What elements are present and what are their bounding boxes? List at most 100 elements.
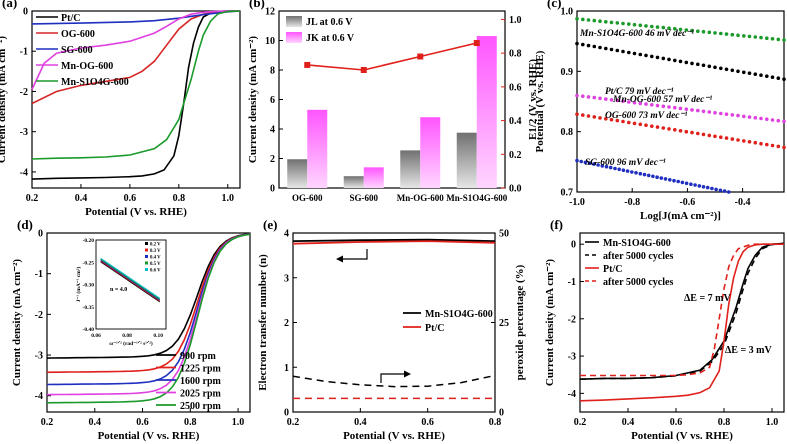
- data-point-2: [742, 114, 746, 119]
- data-point-4: [642, 172, 647, 177]
- data-point-2: [650, 103, 654, 107]
- inset-x-tick-label: 0.06: [91, 333, 101, 339]
- x-tick-label: 0.6: [670, 417, 683, 428]
- data-point-0: [667, 26, 671, 31]
- data-point-2: [678, 106, 683, 111]
- data-point-1: [632, 51, 637, 56]
- legend-swatch: [286, 16, 302, 27]
- data-point-2: [724, 112, 729, 116]
- bar-jk: [420, 117, 441, 188]
- data-point-3: [747, 140, 752, 144]
- data-point-4: [701, 185, 706, 189]
- data-point-3: [742, 139, 746, 143]
- bar-jk: [307, 109, 328, 188]
- data-point-2: [661, 104, 666, 109]
- data-point-3: [696, 131, 700, 136]
- data-point-1: [730, 68, 735, 73]
- data-point-2: [667, 105, 671, 109]
- data-point-2: [770, 118, 775, 122]
- bar-jl: [400, 150, 421, 188]
- data-point-3: [627, 120, 631, 125]
- arrow-left-head: [336, 255, 343, 263]
- x-tick-label: 0.6: [421, 417, 434, 428]
- data-point-1: [667, 57, 671, 62]
- data-point-3: [592, 115, 597, 119]
- data-point-0: [678, 27, 683, 32]
- y-tick-label: 0.9: [561, 67, 574, 78]
- panel-b: 0 2 4 6 8 10 12 0.0 0.2 0.4 0.6 0.8 1.0 OG-600 SG-600 M…: [247, 0, 539, 203]
- inset-fit-line: [100, 258, 161, 300]
- data-point-4: [634, 171, 638, 175]
- data-point-3: [638, 122, 643, 127]
- data-point-3: [598, 116, 602, 120]
- x-axis-label: Potential (V vs. RHE): [85, 206, 187, 218]
- data-point-0: [661, 25, 666, 30]
- data-point-2: [696, 108, 700, 113]
- data-point-2: [604, 97, 608, 101]
- x-tick-label: 0.4: [89, 417, 102, 428]
- data-point-0: [632, 22, 637, 27]
- y-axis-label: Current density (mA cm⁻²): [544, 259, 556, 386]
- series-line-1: [31, 10, 241, 105]
- inset-legend-label: 0.5 V: [150, 262, 161, 267]
- panel-label: (a): [2, 0, 17, 10]
- y-tick-label: -2: [35, 310, 43, 321]
- data-point-3: [644, 123, 648, 127]
- delta-e-annotation: ΔE = 3 mV: [725, 345, 772, 356]
- data-point-0: [730, 32, 735, 37]
- data-point-2: [730, 113, 735, 117]
- data-point-4: [583, 160, 588, 165]
- inset-y-tick-label: -0.25: [83, 260, 95, 266]
- data-point-3: [609, 117, 614, 122]
- data-point-1: [713, 65, 717, 70]
- inset-y-tick-label: -0.35: [83, 305, 95, 311]
- data-point-4: [718, 188, 723, 193]
- data-point-4: [663, 177, 668, 181]
- data-point-0: [724, 32, 729, 36]
- data-point-1: [753, 72, 758, 76]
- y-tick-label: -3: [35, 351, 43, 362]
- data-point-2: [707, 110, 712, 114]
- data-point-2: [627, 100, 631, 104]
- inset-legend-label: 0.3 V: [150, 249, 161, 254]
- data-point-3: [632, 121, 637, 126]
- data-point-3: [575, 112, 579, 116]
- x-tick-label: 0.2: [26, 193, 39, 204]
- legend-label: JK at 0.6 V: [306, 33, 355, 44]
- data-point-1: [609, 47, 614, 52]
- legend-label: 2500 rpm: [180, 401, 222, 412]
- y-tick-label: 1.0: [561, 7, 574, 18]
- data-point-1: [765, 74, 769, 78]
- data-point-0: [655, 25, 660, 29]
- y2-axis-label: E1/2 (V vs. RHE): [527, 59, 539, 140]
- y-axis-label: Current density (mA cm⁻²): [11, 259, 23, 386]
- x-tick-label: 0.8: [184, 417, 197, 428]
- y-tick-label: -4: [35, 391, 43, 402]
- data-point-1: [696, 62, 700, 67]
- x-tick-label: 0.8: [718, 417, 731, 428]
- delta-e-annotation: ΔE = 7 mV: [684, 293, 731, 304]
- legend-label: OG-600: [61, 29, 95, 40]
- e-half-marker: [304, 61, 311, 68]
- data-point-1: [707, 64, 712, 69]
- data-point-1: [604, 46, 608, 51]
- y-axis-label: Current density (mA cm⁻²): [0, 36, 8, 163]
- data-point-2: [638, 101, 643, 106]
- data-point-3: [684, 129, 689, 134]
- data-point-4: [684, 181, 689, 186]
- data-point-3: [615, 118, 620, 123]
- n-line-mn: [292, 238, 496, 242]
- x-tick-label: 0.6: [124, 193, 137, 204]
- y2-axis-label: peroxide percentage (%): [514, 264, 526, 380]
- y-tick-label: 0.8: [561, 127, 574, 138]
- data-point-3: [586, 114, 591, 118]
- data-point-2: [684, 107, 689, 111]
- inset-legend-label: 0.2 V: [150, 243, 161, 248]
- inset-legend-marker: [145, 261, 148, 265]
- data-point-3: [655, 125, 660, 129]
- y-tick-label: -2: [568, 314, 576, 325]
- inset-legend-marker: [145, 248, 148, 252]
- x-tick-label: 1.0: [222, 193, 235, 204]
- data-point-1: [615, 48, 620, 53]
